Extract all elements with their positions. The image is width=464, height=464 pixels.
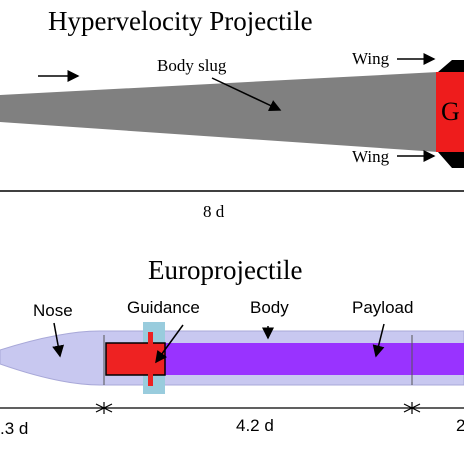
nose-arrow (52, 322, 65, 358)
guidance-short-label: G (441, 97, 460, 126)
europrojectile-panel: Europrojectile Nose Guidance Body Payloa… (0, 255, 464, 438)
dimension-arrow-left (95, 403, 113, 413)
body-slug-arrow (211, 77, 282, 111)
body-section-shape (165, 343, 464, 375)
nose-label: Nose (33, 301, 73, 320)
payload-arrow (372, 323, 385, 358)
top-dimension-label: 8 d (203, 202, 225, 221)
body-slug-label: Body slug (157, 56, 227, 75)
wing-top-label: Wing (352, 49, 390, 68)
dimension-right-label: 2 (456, 416, 464, 435)
dimension-left-label: .3 d (0, 419, 28, 438)
guidance-arrow (155, 324, 184, 364)
europrojectile-title: Europrojectile (148, 255, 302, 285)
dimension-middle-label: 4.2 d (236, 416, 274, 435)
body-label: Body (250, 298, 289, 317)
dimension-arrow-right (403, 403, 421, 413)
hypervelocity-projectile-panel: Hypervelocity Projectile G Body slug Win… (0, 6, 464, 221)
wing-bottom-label: Wing (352, 147, 390, 166)
guidance-fin-shape (148, 332, 153, 386)
body-slug-shape (0, 72, 438, 152)
guidance-section-shape (436, 72, 464, 152)
guidance-section-shape (105, 342, 166, 376)
hypervelocity-title: Hypervelocity Projectile (48, 6, 313, 36)
guidance-label: Guidance (127, 298, 200, 317)
payload-label: Payload (352, 298, 413, 317)
